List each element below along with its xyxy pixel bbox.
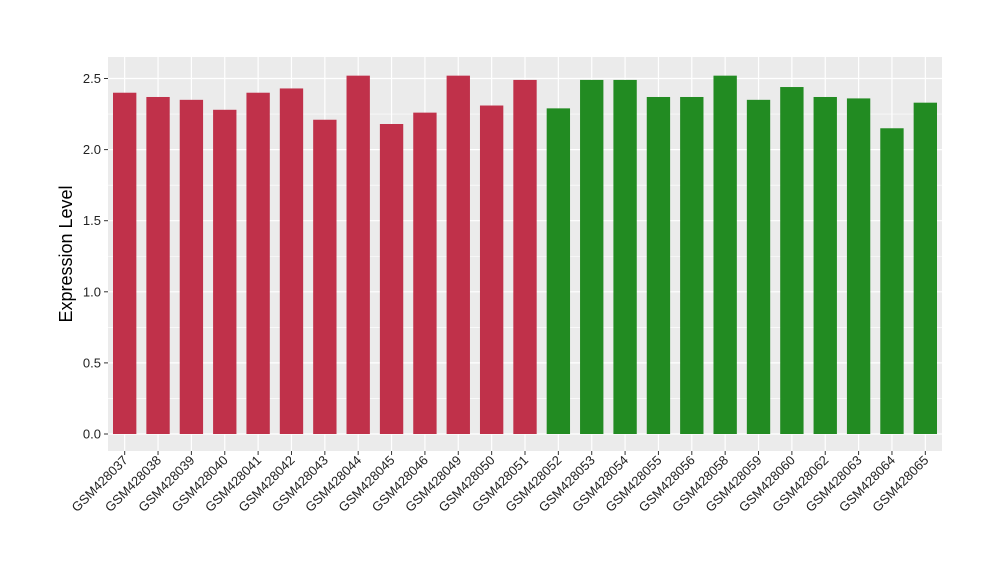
bar-GSM428041 — [246, 92, 270, 434]
bar-GSM428050 — [479, 105, 504, 434]
y-tick-label: 2.0 — [83, 142, 101, 157]
y-tick-label: 0.5 — [83, 355, 101, 370]
bar-GSM428039 — [179, 99, 204, 434]
bar-GSM428044 — [346, 75, 370, 434]
x-axis-ticks: GSM428037GSM428038GSM428039GSM428040GSM4… — [69, 451, 931, 515]
bar-GSM428051 — [513, 79, 537, 434]
bar-GSM428063 — [846, 98, 871, 435]
bar-GSM428055 — [646, 96, 671, 435]
y-tick-label: 2.5 — [83, 71, 101, 86]
bar-GSM428054 — [613, 79, 637, 434]
bar-GSM428046 — [413, 112, 437, 435]
bar-GSM428043 — [313, 119, 337, 434]
bar-GSM428042 — [279, 88, 304, 434]
bar-GSM428062 — [813, 96, 837, 435]
bar-GSM428058 — [713, 75, 737, 434]
bar-GSM428060 — [780, 87, 804, 435]
bars — [113, 75, 937, 435]
bar-GSM428045 — [379, 124, 404, 434]
y-axis-title: Expression Level — [56, 185, 76, 322]
bar-GSM428065 — [913, 102, 937, 434]
bar-GSM428053 — [580, 79, 604, 434]
y-tick-label: 0.0 — [83, 427, 101, 442]
bar-GSM428056 — [680, 96, 704, 435]
bar-GSM428049 — [446, 75, 470, 434]
bar-GSM428052 — [546, 108, 571, 434]
bar-GSM428059 — [746, 99, 771, 434]
y-axis-ticks: 0.0 0.5 1.0 1.5 2.0 2.5 — [83, 71, 108, 442]
y-tick-label: 1.5 — [83, 213, 101, 228]
bar-GSM428064 — [880, 128, 904, 434]
bar-GSM428037 — [113, 92, 137, 434]
y-tick-label: 1.0 — [83, 284, 101, 299]
bar-GSM428040 — [213, 109, 237, 434]
bar-GSM428038 — [146, 96, 170, 435]
